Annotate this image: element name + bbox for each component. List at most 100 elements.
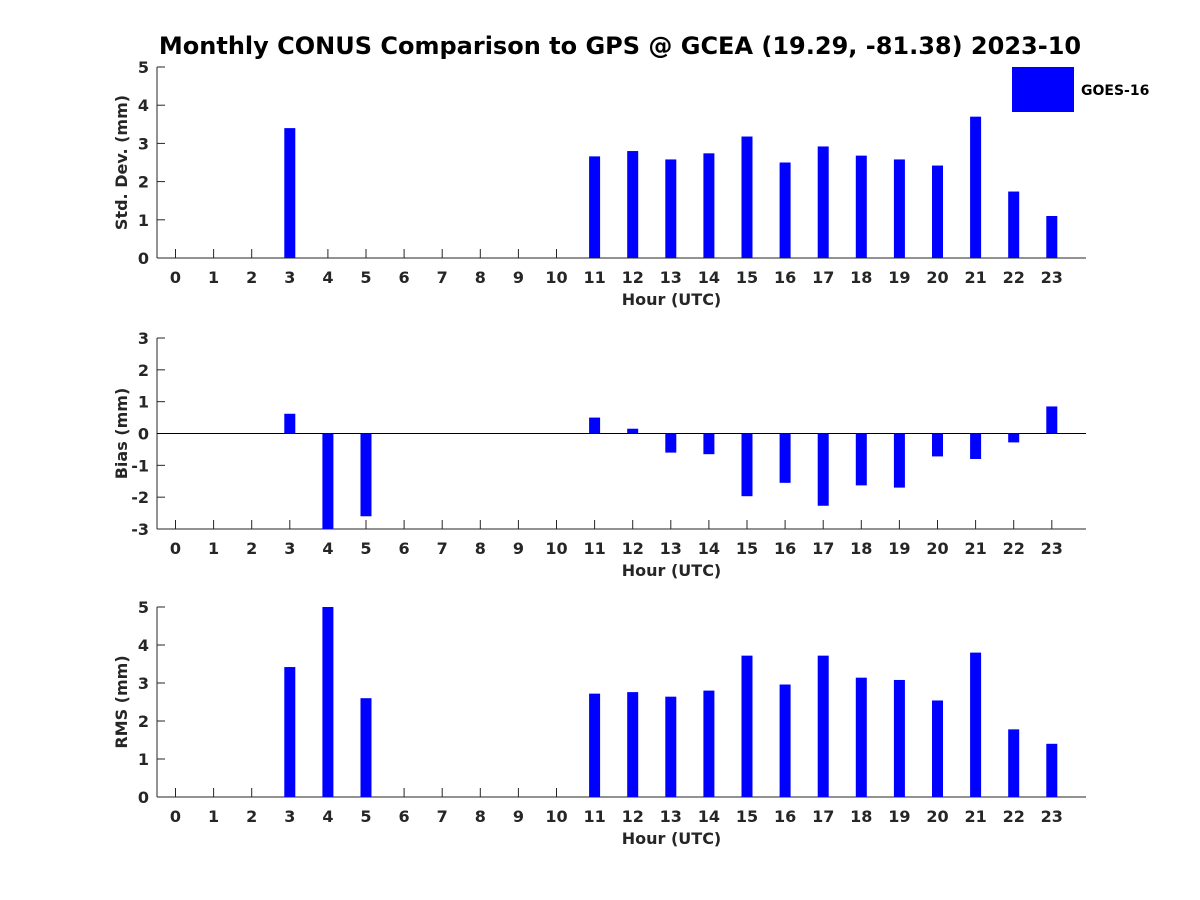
x-tick-label: 4 bbox=[322, 268, 333, 287]
bar bbox=[1008, 729, 1020, 797]
x-tick-label: 7 bbox=[437, 539, 448, 558]
x-tick-label: 23 bbox=[1041, 268, 1063, 287]
x-tick-label: 14 bbox=[698, 268, 720, 287]
x-tick-label: 11 bbox=[583, 539, 605, 558]
y-tick-label: 1 bbox=[138, 211, 149, 230]
x-tick-label: 21 bbox=[964, 539, 986, 558]
x-tick-label: 5 bbox=[360, 539, 371, 558]
x-tick-label: 21 bbox=[964, 807, 986, 826]
bar bbox=[665, 696, 677, 797]
bar bbox=[817, 146, 829, 258]
x-tick-label: 18 bbox=[850, 807, 872, 826]
y-tick-label: 5 bbox=[138, 58, 149, 77]
x-tick-label: 4 bbox=[322, 807, 333, 826]
bar bbox=[627, 428, 639, 434]
y-tick-label: 3 bbox=[138, 134, 149, 153]
bar bbox=[817, 433, 829, 506]
legend: GOES-16 bbox=[1012, 67, 1149, 112]
bar bbox=[932, 700, 943, 797]
bar bbox=[741, 655, 753, 797]
x-tick-label: 2 bbox=[246, 539, 257, 558]
x-tick-label: 11 bbox=[583, 807, 605, 826]
bar bbox=[779, 162, 791, 258]
y-tick-label: 4 bbox=[138, 96, 149, 115]
y-tick-label: 5 bbox=[138, 598, 149, 617]
x-axis-label: Hour (UTC) bbox=[622, 829, 722, 848]
x-axis-label: Hour (UTC) bbox=[622, 290, 722, 309]
x-tick-label: 12 bbox=[622, 807, 644, 826]
y-tick-label: 1 bbox=[138, 393, 149, 412]
bar bbox=[589, 417, 601, 434]
bar bbox=[741, 136, 753, 258]
x-tick-label: 5 bbox=[360, 807, 371, 826]
bar bbox=[322, 433, 334, 529]
x-tick-label: 9 bbox=[513, 268, 524, 287]
bar bbox=[970, 433, 982, 459]
bar bbox=[855, 155, 867, 258]
bar bbox=[284, 413, 296, 434]
x-tick-label: 18 bbox=[850, 268, 872, 287]
x-tick-label: 20 bbox=[926, 268, 948, 287]
x-tick-label: 13 bbox=[660, 539, 682, 558]
bar bbox=[322, 607, 334, 797]
bar bbox=[589, 693, 601, 797]
bar bbox=[703, 153, 715, 258]
y-axis-label: Std. Dev. (mm) bbox=[112, 95, 131, 230]
legend-label: GOES-16 bbox=[1081, 83, 1149, 99]
x-tick-label: 9 bbox=[513, 539, 524, 558]
x-tick-label: 0 bbox=[170, 807, 181, 826]
x-tick-label: 6 bbox=[399, 807, 410, 826]
y-tick-label: 3 bbox=[138, 329, 149, 348]
bar bbox=[855, 677, 867, 797]
bar bbox=[779, 433, 791, 483]
x-tick-label: 10 bbox=[545, 268, 567, 287]
x-tick-label: 19 bbox=[888, 268, 910, 287]
bar bbox=[741, 433, 753, 497]
y-tick-label: 1 bbox=[138, 750, 149, 769]
x-tick-label: 9 bbox=[513, 807, 524, 826]
bar bbox=[1046, 406, 1058, 434]
bar bbox=[1046, 743, 1058, 797]
x-tick-label: 5 bbox=[360, 268, 371, 287]
x-tick-label: 8 bbox=[475, 807, 486, 826]
x-tick-label: 11 bbox=[583, 268, 605, 287]
y-tick-label: 0 bbox=[138, 425, 149, 444]
x-tick-label: 8 bbox=[475, 539, 486, 558]
bar bbox=[817, 655, 829, 797]
y-tick-label: 0 bbox=[138, 788, 149, 807]
x-tick-label: 1 bbox=[208, 268, 219, 287]
x-tick-label: 14 bbox=[698, 807, 720, 826]
bar bbox=[1008, 433, 1020, 443]
bar bbox=[284, 667, 296, 797]
bar bbox=[284, 128, 296, 258]
bar bbox=[1046, 215, 1058, 258]
x-tick-label: 15 bbox=[736, 268, 758, 287]
y-tick-label: 2 bbox=[138, 173, 149, 192]
y-tick-label: 2 bbox=[138, 712, 149, 731]
x-tick-label: 22 bbox=[1003, 539, 1025, 558]
x-tick-label: 10 bbox=[545, 807, 567, 826]
x-tick-label: 3 bbox=[284, 268, 295, 287]
x-tick-label: 22 bbox=[1003, 807, 1025, 826]
x-tick-label: 18 bbox=[850, 539, 872, 558]
bar bbox=[855, 433, 867, 486]
x-tick-label: 15 bbox=[736, 807, 758, 826]
bar bbox=[627, 692, 639, 797]
x-tick-label: 22 bbox=[1003, 268, 1025, 287]
x-tick-label: 20 bbox=[926, 539, 948, 558]
bar bbox=[703, 433, 715, 455]
x-tick-label: 16 bbox=[774, 807, 796, 826]
y-tick-label: -3 bbox=[131, 520, 149, 539]
y-axis-label: Bias (mm) bbox=[112, 388, 131, 480]
x-tick-label: 2 bbox=[246, 807, 257, 826]
y-tick-label: -2 bbox=[131, 488, 149, 507]
x-tick-label: 2 bbox=[246, 268, 257, 287]
x-tick-label: 6 bbox=[399, 268, 410, 287]
legend-swatch bbox=[1012, 67, 1074, 112]
y-tick-label: 3 bbox=[138, 674, 149, 693]
bar bbox=[970, 116, 982, 258]
x-tick-label: 23 bbox=[1041, 807, 1063, 826]
x-tick-label: 10 bbox=[545, 539, 567, 558]
x-tick-label: 12 bbox=[622, 539, 644, 558]
